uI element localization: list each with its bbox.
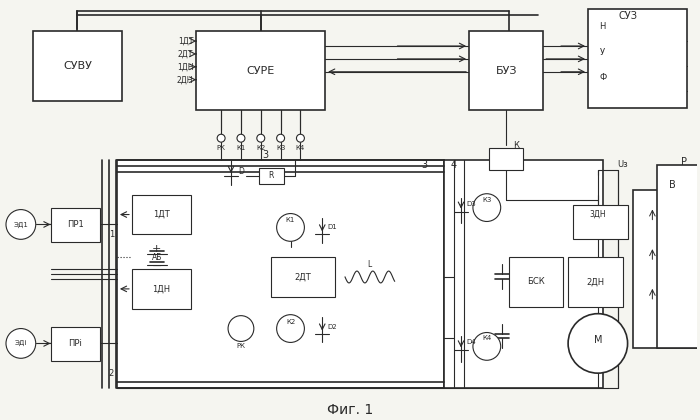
Bar (259, 168, 284, 184)
Text: СУРЕ: СУРЕ (246, 66, 275, 76)
Circle shape (276, 315, 304, 342)
Text: СУВУ: СУВУ (63, 61, 92, 71)
Circle shape (257, 134, 265, 142)
Circle shape (6, 210, 36, 239)
Text: 1ДН: 1ДН (177, 62, 193, 71)
Bar (568, 257, 622, 307)
Text: К3: К3 (276, 145, 286, 151)
Circle shape (6, 328, 36, 358)
Bar (33, 31, 122, 100)
Bar (50, 207, 100, 242)
Text: РК: РК (216, 145, 225, 151)
Text: 3ДН: 3ДН (589, 210, 606, 219)
Bar (573, 205, 628, 239)
Circle shape (276, 134, 285, 142)
Text: L: L (368, 260, 372, 269)
Text: 1ДН: 1ДН (153, 284, 171, 294)
Bar (633, 190, 700, 348)
Text: К4: К4 (482, 336, 491, 341)
Text: СУЗ: СУЗ (618, 11, 637, 21)
Bar (444, 160, 603, 388)
Text: ПР1: ПР1 (67, 220, 84, 229)
Circle shape (473, 333, 500, 360)
Text: Р: Р (681, 157, 687, 167)
Text: К2: К2 (256, 145, 265, 151)
Bar (50, 327, 100, 361)
Text: 2ДТ: 2ДТ (178, 50, 193, 58)
Bar (469, 31, 543, 110)
Text: 2ДТ: 2ДТ (295, 273, 312, 281)
Bar (588, 9, 687, 108)
Text: +: + (152, 244, 162, 254)
Bar (132, 195, 191, 234)
Text: Н: Н (600, 22, 606, 31)
Text: К1: К1 (286, 218, 295, 223)
Text: АБ: АБ (151, 253, 162, 262)
Text: Фиг. 1: Фиг. 1 (327, 403, 373, 417)
Text: 3: 3 (421, 160, 428, 170)
Text: 2ДН: 2ДН (177, 75, 193, 84)
Text: ЭД1: ЭД1 (13, 221, 28, 228)
Bar (132, 269, 191, 309)
Bar (657, 165, 700, 348)
Text: К3: К3 (482, 197, 491, 203)
Text: D1: D1 (328, 224, 337, 231)
Text: 3: 3 (262, 150, 269, 160)
Text: БУЗ: БУЗ (496, 66, 517, 76)
Text: 2: 2 (108, 369, 114, 378)
Text: У: У (600, 48, 606, 58)
Text: К4: К4 (296, 145, 305, 151)
Text: D4: D4 (466, 339, 476, 345)
Text: R: R (269, 171, 274, 180)
Bar (117, 160, 444, 388)
Circle shape (217, 134, 225, 142)
Text: D3: D3 (466, 201, 476, 207)
Bar (509, 257, 563, 307)
Text: M: M (594, 336, 602, 345)
Circle shape (568, 314, 628, 373)
Text: −: − (151, 260, 162, 273)
Circle shape (473, 194, 500, 221)
Text: 1ДТ: 1ДТ (153, 210, 170, 219)
Text: К2: К2 (286, 319, 295, 325)
Circle shape (276, 213, 304, 242)
Text: БСК: БСК (527, 278, 545, 286)
Bar (489, 148, 522, 170)
Text: Uз: Uз (617, 160, 628, 169)
Text: Ф: Ф (599, 73, 606, 82)
Text: D2: D2 (328, 323, 337, 330)
Text: В: В (668, 180, 676, 190)
Text: К: К (514, 141, 519, 150)
Text: 1ДТ: 1ДТ (178, 37, 193, 45)
Circle shape (228, 316, 254, 341)
Circle shape (237, 134, 245, 142)
Circle shape (297, 134, 304, 142)
Text: 4: 4 (451, 160, 457, 170)
Text: РК: РК (237, 344, 246, 349)
Text: 2ДН: 2ДН (587, 278, 604, 286)
Text: К1: К1 (237, 145, 246, 151)
Bar (271, 257, 335, 297)
Bar (196, 31, 326, 110)
Text: ПРi: ПРi (69, 339, 83, 349)
Text: D: D (238, 168, 244, 176)
Text: 1: 1 (108, 230, 114, 239)
Text: ЭДi: ЭДi (15, 340, 27, 346)
